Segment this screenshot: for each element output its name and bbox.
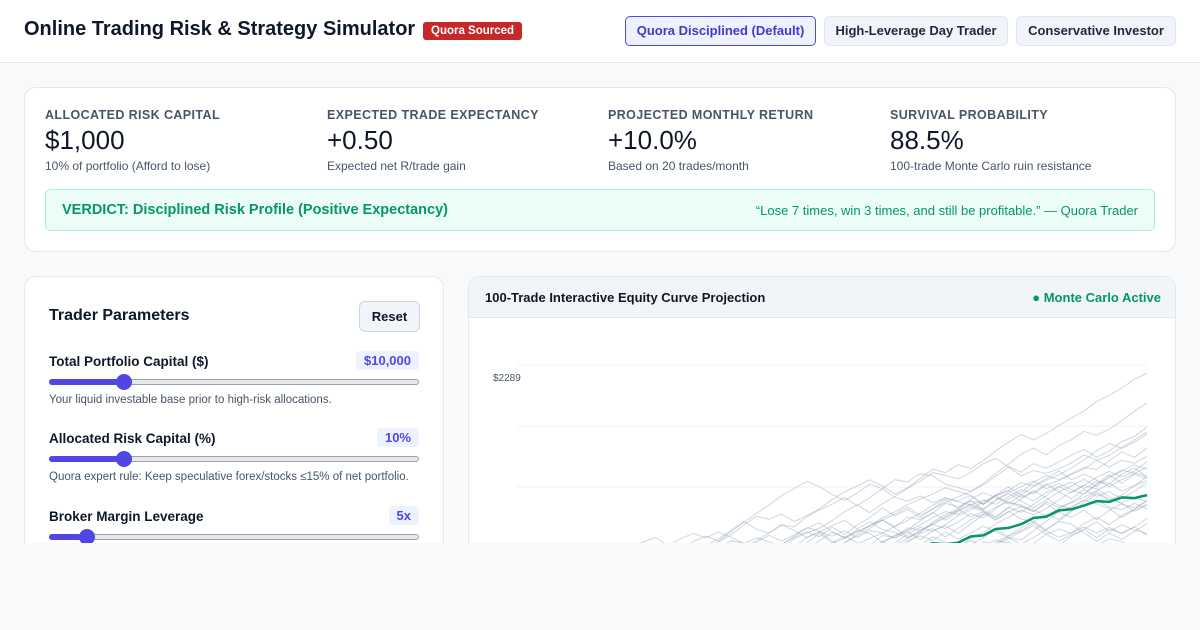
slider-fill [49, 534, 86, 540]
verdict-banner: VERDICT: Disciplined Risk Profile (Posit… [45, 189, 1155, 231]
simulated-equity-path [643, 482, 1148, 575]
metric-label: Projected Monthly Return [608, 108, 814, 122]
simulated-equity-path [706, 520, 1148, 575]
metric-value: $1,000 [45, 125, 125, 155]
simulated-equity-path [642, 476, 1148, 575]
metric-monthly-return: Projected Monthly Return +10.0% Based on… [608, 108, 813, 173]
summary-card: Allocated Risk Capital $1,000 10% of por… [24, 87, 1176, 252]
param-label: Allocated Risk Capital (%) [49, 431, 216, 446]
param-help-text: Your liquid investable base prior to hig… [49, 394, 332, 406]
param-value-badge: $10,000 [356, 351, 419, 370]
simulated-equity-path [666, 433, 1148, 575]
preset-quora-disciplined-button[interactable]: Quora Disciplined (Default) [625, 16, 816, 46]
source-badge: Quora Sourced [423, 22, 523, 40]
slider-fill [49, 456, 123, 462]
panel-title: Trader Parameters [49, 307, 190, 324]
simulated-equity-path [599, 372, 1148, 575]
metric-subtext: Expected net R/trade gain [327, 159, 466, 173]
metric-subtext: Based on 20 trades/month [608, 159, 749, 173]
metric-subtext: 100-trade Monte Carlo ruin resistance [890, 159, 1092, 173]
page-background [0, 543, 1200, 630]
metric-label: Expected Trade Expectancy [327, 108, 539, 122]
verdict-quote: “Lose 7 times, win 3 times, and still be… [755, 203, 1138, 218]
simulated-equity-path [689, 473, 1148, 575]
metric-trade-expectancy: Expected Trade Expectancy +0.50 Expected… [327, 108, 539, 173]
slider-fill [49, 379, 123, 385]
metric-value: 88.5% [890, 125, 964, 155]
simulated-equity-path [639, 461, 1148, 575]
y-tick-label: $2289 [493, 373, 521, 384]
metric-label: Survival Probability [890, 108, 1049, 122]
trader-parameters-panel: Trader Parameters Reset Total Portfolio … [24, 276, 444, 576]
portfolio-capital-slider[interactable] [49, 374, 419, 390]
chart-title: 100-Trade Interactive Equity Curve Proje… [485, 290, 766, 305]
equity-curve-chart: $2289 [493, 364, 1148, 575]
simulated-equity-path [592, 426, 1148, 575]
metric-label: Allocated Risk Capital [45, 108, 220, 122]
param-value-badge: 5x [388, 506, 419, 525]
simulated-equity-path [892, 484, 1148, 575]
preset-high-leverage-button[interactable]: High-Leverage Day Trader [824, 16, 1008, 46]
param-label: Total Portfolio Capital ($) [49, 354, 209, 369]
param-help-text: Quora expert rule: Keep speculative fore… [49, 471, 409, 483]
metric-value: +10.0% [608, 125, 697, 155]
reset-button[interactable]: Reset [359, 301, 420, 332]
risk-capital-slider[interactable] [49, 451, 419, 467]
metric-subtext: 10% of portfolio (Afford to lose) [45, 159, 211, 173]
preset-conservative-button[interactable]: Conservative Investor [1016, 16, 1176, 46]
param-value-badge: 10% [376, 428, 419, 447]
metric-risk-capital: Allocated Risk Capital $1,000 10% of por… [45, 108, 220, 173]
metric-survival-probability: Survival Probability 88.5% 100-trade Mon… [890, 108, 1091, 173]
equity-curve-panel: 100-Trade Interactive Equity Curve Proje… [468, 276, 1176, 576]
param-label: Broker Margin Leverage [49, 509, 204, 524]
slider-thumb[interactable] [116, 451, 132, 467]
simulated-equity-path [702, 402, 1148, 575]
verdict-title: VERDICT: Disciplined Risk Profile (Posit… [62, 202, 448, 218]
slider-thumb[interactable] [116, 374, 132, 390]
app-title: Online Trading Risk & Strategy Simulator [24, 18, 416, 40]
metric-value: +0.50 [327, 125, 393, 155]
app-header: Online Trading Risk & Strategy Simulator… [0, 0, 1200, 63]
chart-header: 100-Trade Interactive Equity Curve Proje… [469, 277, 1175, 318]
slider-thumb[interactable] [79, 529, 95, 545]
margin-leverage-slider[interactable] [49, 529, 419, 545]
monte-carlo-status: ● Monte Carlo Active [1032, 290, 1161, 305]
